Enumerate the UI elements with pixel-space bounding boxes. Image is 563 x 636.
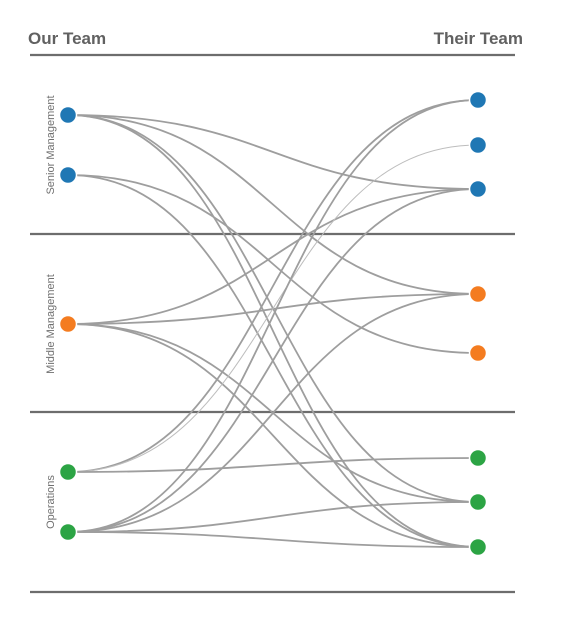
left-node-L4[interactable] — [58, 462, 78, 482]
link-L4-R2 — [67, 144, 479, 473]
group-label-senior: Senior Management — [45, 95, 57, 194]
right-header: Their Team — [434, 29, 523, 48]
link-L1-R3 — [67, 114, 479, 190]
right-node-R7[interactable] — [468, 492, 488, 512]
right-node-R6[interactable] — [468, 448, 488, 468]
link-L1-R8 — [67, 114, 479, 548]
right-node-R8[interactable] — [468, 537, 488, 557]
link-L3-R8 — [67, 323, 479, 548]
left-node-L1[interactable] — [58, 105, 78, 125]
right-node-R5[interactable] — [468, 343, 488, 363]
right-node-R1[interactable] — [468, 90, 488, 110]
group-label-operations: Operations — [45, 475, 57, 529]
right-node-R2[interactable] — [468, 135, 488, 155]
link-L5-R1 — [67, 99, 479, 533]
left-node-L5[interactable] — [58, 522, 78, 542]
link-L5-R8 — [67, 531, 479, 548]
link-L2-R5 — [67, 174, 479, 354]
link-L1-R4 — [67, 114, 479, 295]
link-L4-R6 — [67, 457, 479, 473]
right-node-R4[interactable] — [468, 284, 488, 304]
link-L3-R3 — [67, 188, 479, 325]
links-layer — [67, 99, 479, 548]
group-label-middle: Middle Management — [45, 274, 57, 374]
nodes-layer — [58, 90, 488, 557]
link-L5-R3 — [67, 188, 479, 533]
left-node-L2[interactable] — [58, 165, 78, 185]
link-L4-R1 — [67, 99, 479, 473]
left-node-L3[interactable] — [58, 314, 78, 334]
link-L5-R4 — [67, 293, 479, 533]
right-node-R3[interactable] — [468, 179, 488, 199]
left-header: Our Team — [28, 29, 106, 48]
link-L5-R7 — [67, 501, 479, 533]
